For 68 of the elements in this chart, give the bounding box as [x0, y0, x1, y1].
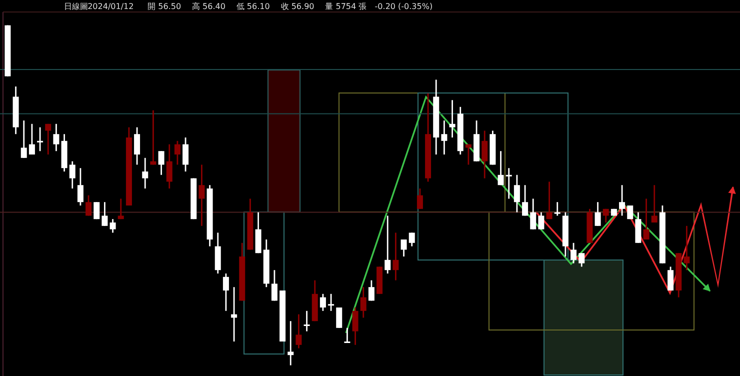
- candlestick: [214, 232, 221, 274]
- candlestick: [449, 99, 456, 138]
- candlestick: [384, 215, 391, 274]
- candlestick: [594, 201, 601, 227]
- candlestick: [352, 306, 358, 346]
- candlestick: [578, 252, 585, 268]
- candlestick: [441, 120, 448, 156]
- candlestick: [86, 194, 92, 216]
- candlestick: [514, 174, 520, 213]
- candlestick: [506, 167, 512, 200]
- candlestick: [546, 181, 552, 220]
- candlestick: [222, 272, 229, 312]
- candlestick: [498, 150, 504, 186]
- candlestick: [416, 188, 423, 210]
- candlestick: [77, 167, 84, 206]
- candlestick: [288, 320, 294, 366]
- candlestick: [69, 160, 76, 190]
- candlestick: [53, 123, 60, 152]
- candlestick: [522, 184, 528, 216]
- candlestick: [668, 266, 674, 292]
- candlestick: [296, 314, 302, 349]
- candlestick: [344, 327, 350, 343]
- candlestick: [635, 212, 642, 244]
- candlestick: [102, 201, 108, 227]
- candlestick: [530, 198, 536, 230]
- candlestick: [538, 212, 544, 230]
- chart-title: 日線圖: [64, 2, 88, 11]
- candlestick: [368, 280, 374, 302]
- candlestick: [651, 184, 658, 224]
- candlestick: [392, 232, 399, 281]
- candlestick: [570, 242, 577, 264]
- candlestick: [20, 120, 27, 159]
- text: 開 56.50: [148, 2, 182, 11]
- text: 低 56.10: [236, 2, 270, 11]
- candlestick: [602, 208, 609, 224]
- candlestick: [182, 136, 189, 172]
- text: -0.20 (-0.35%): [374, 2, 433, 11]
- candlestick: [37, 126, 44, 152]
- candlestick: [360, 286, 366, 318]
- candlestick: [110, 218, 116, 234]
- candlestick: [45, 123, 52, 156]
- chart-subtitle: 2024/01/12: [88, 2, 134, 11]
- candlestick: [142, 157, 148, 190]
- text: 量 5754 張: [325, 2, 367, 11]
- candlestick: [158, 150, 164, 176]
- candlestick: [619, 184, 626, 216]
- candlestick: [482, 130, 488, 179]
- candlestick: [174, 140, 180, 166]
- candlestick: [320, 293, 326, 312]
- candlestick: [304, 310, 310, 332]
- text: 收 56.90: [280, 2, 314, 11]
- candlestick: [336, 306, 342, 329]
- candlestick: [255, 212, 262, 254]
- candlestick: [400, 238, 407, 258]
- candlestick: [328, 293, 334, 312]
- text: 高 56.40: [192, 2, 226, 11]
- candlestick: [166, 144, 172, 190]
- candlestick: [554, 201, 560, 216]
- candlestick: [271, 269, 278, 302]
- candlestick: [94, 201, 100, 220]
- candlestick: [28, 123, 35, 156]
- candlestick: [118, 198, 124, 220]
- candlestick: [134, 126, 140, 166]
- candlestick: [643, 198, 650, 240]
- candlestick: [627, 204, 634, 220]
- candlestick: [684, 225, 690, 271]
- candlestick: [198, 164, 205, 227]
- candlestick: [408, 232, 415, 247]
